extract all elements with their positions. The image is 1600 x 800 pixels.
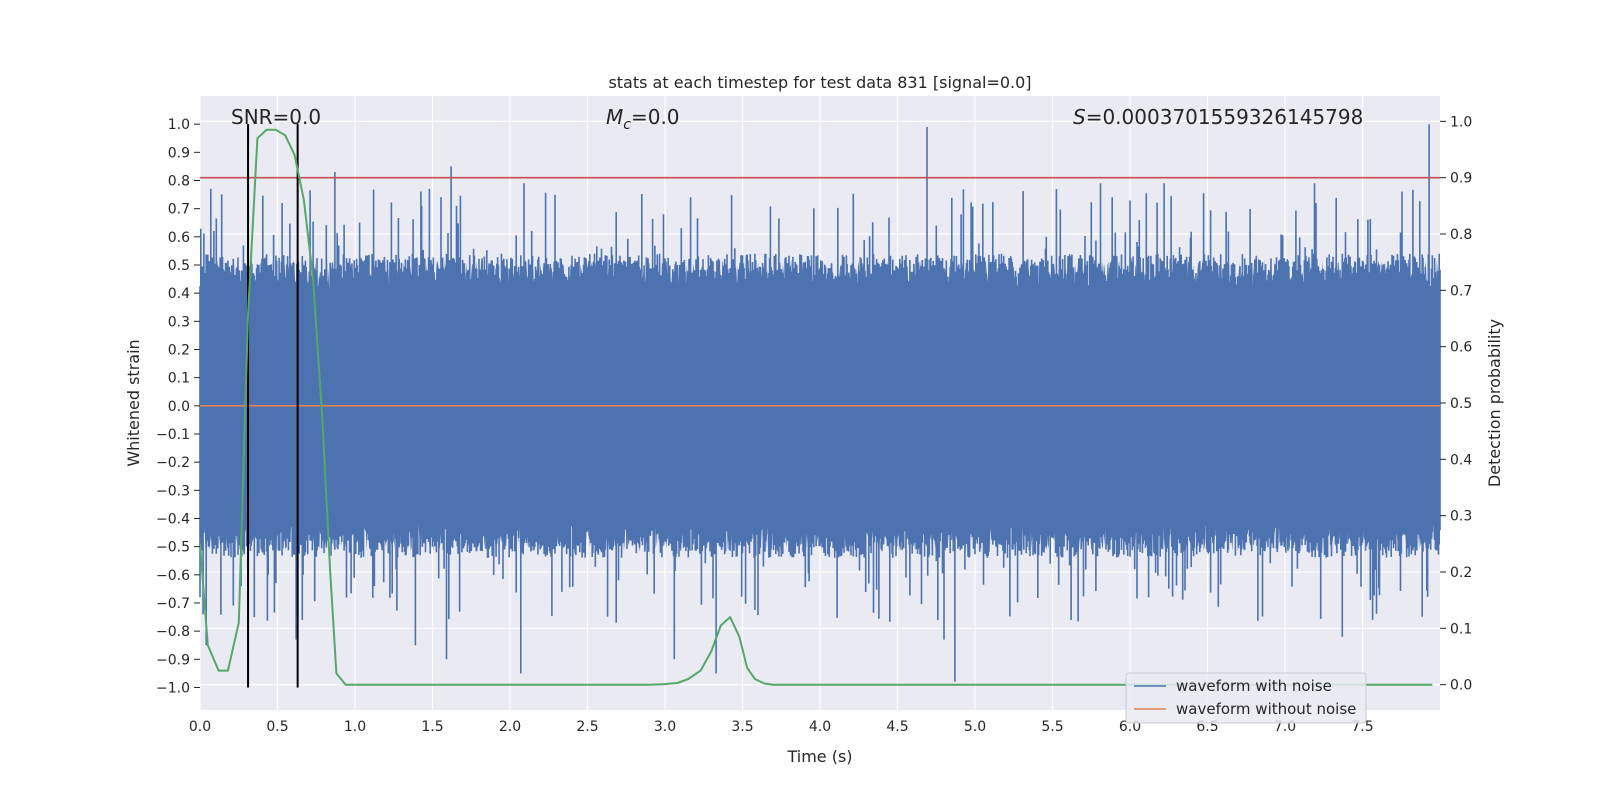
y-tick-label: −0.7: [156, 596, 190, 612]
chirp-mass-value: =0.0: [631, 105, 680, 129]
x-tick-label: 1.0: [344, 719, 366, 735]
y-right-tick-label: 0.0: [1450, 678, 1472, 694]
y-right-tick-label: 0.7: [1450, 283, 1472, 299]
y-tick-label: −0.6: [156, 568, 190, 584]
x-tick-label: 4.0: [809, 719, 831, 735]
legend-label-waveform-with-noise: waveform with noise: [1176, 677, 1332, 695]
chart-title: stats at each timestep for test data 831…: [608, 73, 1031, 92]
y-right-tick-label: 0.1: [1450, 621, 1472, 637]
y-tick-label: 0.6: [168, 230, 190, 246]
y-tick-label: 0.7: [168, 202, 190, 218]
y-tick-label: 0.1: [168, 371, 190, 387]
legend-box: [1125, 672, 1367, 724]
x-tick-label: 5.0: [964, 719, 986, 735]
x-tick-label: 4.5: [886, 719, 908, 735]
series-detection-probability: [199, 128, 1433, 686]
y-axis-title: Whitened strain: [124, 339, 143, 466]
score-symbol: S: [1073, 105, 1086, 129]
y-tick-label: 0.0: [168, 399, 190, 415]
y-tick-label: 0.9: [168, 145, 190, 161]
y-tick-label: 1.0: [168, 117, 190, 133]
x-tick-label: 0.0: [189, 719, 211, 735]
y-tick-label: −0.2: [156, 455, 190, 471]
y-right-tick-label: 0.2: [1450, 565, 1472, 581]
y-tick-label: −0.9: [156, 652, 190, 668]
x-tick-label: 1.5: [421, 719, 443, 735]
score-value: =0.0003701559326145798: [1086, 105, 1364, 129]
y-tick-label: −1.0: [156, 680, 190, 696]
y-right-tick-label: 0.3: [1450, 509, 1472, 525]
x-axis-title: Time (s): [786, 747, 852, 766]
vertical-markers: [247, 124, 299, 688]
y-tick-label: 0.8: [168, 173, 190, 189]
y-tick-label: −0.5: [156, 540, 190, 556]
legend-label-waveform-without-noise: waveform without noise: [1176, 700, 1356, 718]
y-right-tick-label: 0.8: [1450, 227, 1472, 243]
snr-annotation: SNR=0.0: [231, 105, 321, 129]
y-tick-label: 0.3: [168, 314, 190, 330]
score-annotation: S=0.0003701559326145798: [1073, 105, 1363, 129]
y-right-tick-label: 0.4: [1450, 452, 1472, 468]
x-tick-label: 2.5: [576, 719, 598, 735]
y-tick-label: −0.4: [156, 511, 190, 527]
x-tick-label: 2.0: [499, 719, 521, 735]
axis-ticks: 0.0 0.5 1.0 1.5 2.0 2.5 3.0 3.5 4.0 4.5 5.0 5.5 6.0 6…: [156, 114, 1472, 735]
legend: waveform with noise waveform without noi…: [1125, 672, 1367, 724]
y-tick-label: 0.4: [168, 286, 190, 302]
y-axis-right-title: Detection probability: [1485, 319, 1504, 487]
y-tick-label: 0.5: [168, 258, 190, 274]
x-tick-label: 5.5: [1041, 719, 1063, 735]
y-right-tick-label: 0.5: [1450, 396, 1472, 412]
y-right-tick-label: 0.6: [1450, 340, 1472, 356]
chirp-mass-annotation: Mc=0.0: [606, 105, 680, 133]
x-tick-label: 0.5: [266, 719, 288, 735]
x-tick-label: 3.5: [731, 719, 753, 735]
x-tick-label: 3.0: [654, 719, 676, 735]
y-right-tick-label: 0.9: [1450, 171, 1472, 187]
y-tick-label: −0.1: [156, 427, 190, 443]
chirp-mass-symbol: M: [606, 105, 623, 129]
y-right-tick-label: 1.0: [1450, 114, 1472, 130]
y-tick-label: 0.2: [168, 342, 190, 358]
chirp-mass-subscript: c: [623, 117, 631, 133]
y-tick-label: −0.3: [156, 483, 190, 499]
y-tick-label: −0.8: [156, 624, 190, 640]
